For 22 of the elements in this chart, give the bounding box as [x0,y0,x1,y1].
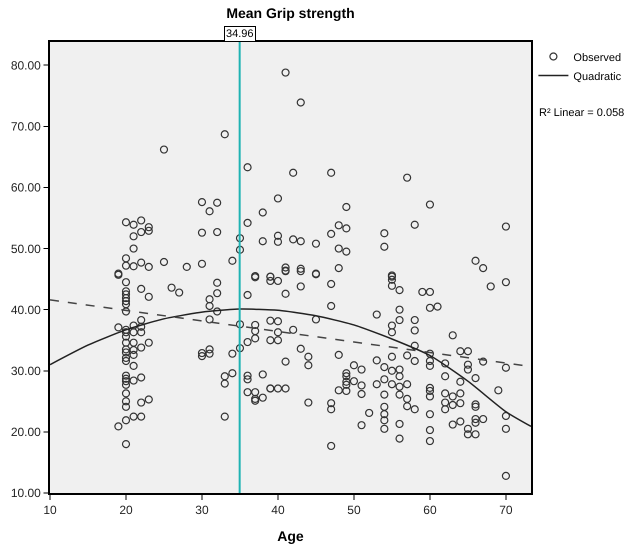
y-tick-label: 10.00 [10,486,42,500]
line-series [50,308,531,428]
y-tick-label: 60.00 [10,180,42,195]
chart-title: Mean Grip strength [226,5,355,22]
legend-label: Observed [573,52,622,64]
y-tick-label: 20.00 [10,425,42,440]
x-tick-label: 40 [271,503,285,518]
y-tick-label: 80.00 [10,58,42,72]
legend-label: Quadratic [573,70,622,83]
text: R² Linear = 0.058 [539,107,624,119]
y-tick-label: 70.00 [10,120,42,134]
y-tick-label: 40.00 [10,302,42,317]
x-tick-label: 10 [43,503,57,518]
y-tick-label: 30.00 [10,364,42,378]
x-tick-label: 30 [195,503,209,518]
ref-line-label: 34.96 [226,28,254,40]
y-tick-label: 50.00 [10,242,42,256]
x-tick-label: 50 [347,503,361,518]
x-tick-label: 60 [423,503,437,518]
x-axis-title: Age [277,528,304,544]
x-tick-label: 70 [499,503,513,518]
x-tick-label: 20 [119,503,133,518]
